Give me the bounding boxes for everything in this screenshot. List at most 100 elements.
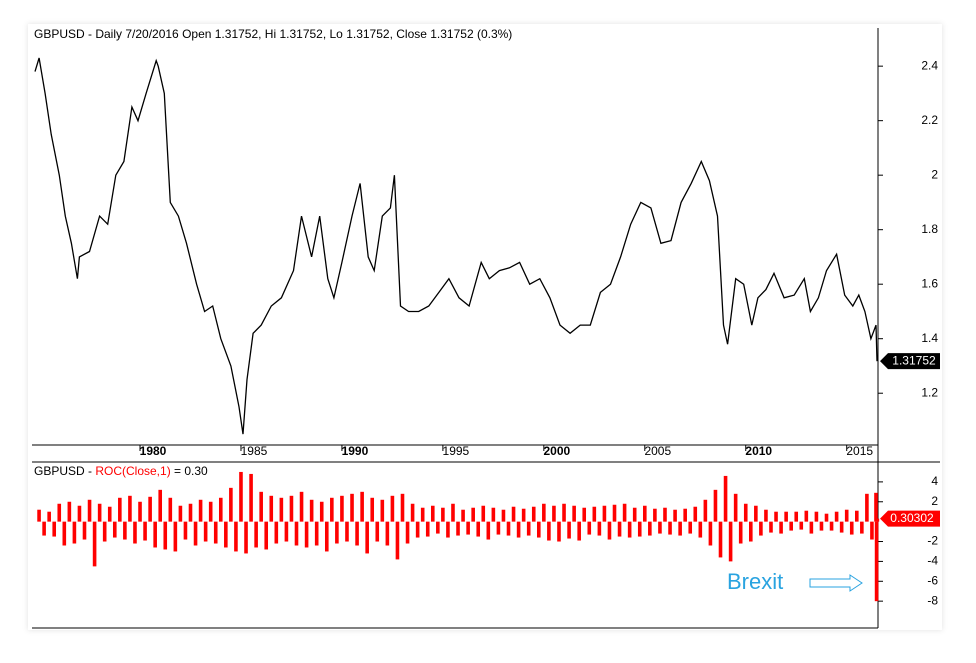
y-tick-label: -6 [927,573,938,587]
roc-bar [637,521,642,537]
roc-bar [239,471,243,522]
roc-bar [249,473,253,522]
roc-bar [153,521,157,548]
roc-bar [531,506,536,522]
roc-bar [82,521,87,540]
roc-bar [526,521,531,536]
roc-bar [461,509,465,522]
roc-bar [183,521,188,540]
roc-bar [829,521,834,531]
roc-bar [138,501,142,522]
roc-bar [642,505,647,522]
x-tick-label: 2010 [745,444,772,458]
roc-bar [335,521,339,544]
roc-bar [874,521,879,602]
roc-bar [511,506,516,522]
roc-bar [314,521,319,546]
roc-bar [304,521,309,548]
roc-bar [743,503,748,522]
roc-bar [168,497,173,522]
roc-bar [218,497,223,522]
roc-bar [430,505,435,522]
roc-bar [875,518,880,522]
roc-bar [294,521,299,546]
y-tick-label: -4 [927,554,938,568]
roc-bar [208,501,213,522]
y-tick-label: 2.4 [921,58,938,72]
roc-bar [713,489,718,522]
roc-bar [279,497,284,522]
roc-bar [794,511,799,522]
x-tick-label: 1990 [342,444,369,458]
x-tick-label: 1995 [443,444,470,458]
roc-bar [799,521,804,530]
roc-bar [774,511,778,522]
roc-bar [738,521,743,544]
roc-bar [839,521,844,533]
roc-bar [370,497,375,522]
roc-bar [355,521,359,546]
roc-bar [42,521,46,536]
roc-bar [254,521,258,548]
roc-bar [345,521,349,542]
roc-bar [678,521,682,536]
chart-title: GBPUSD - Daily 7/20/2016 Open 1.31752, H… [34,27,512,41]
roc-bar [128,495,132,522]
roc-bar [319,501,324,522]
roc-bar [673,509,677,522]
roc-bar [754,505,758,522]
roc-bar [77,505,82,522]
roc-bar [284,521,289,542]
roc-bar [582,507,587,522]
roc-bar [663,507,667,522]
roc-bar [865,493,869,522]
roc-bar [703,499,708,522]
roc-bar [57,503,62,522]
roc-bar [133,521,137,544]
roc-bar [486,521,491,540]
x-tick-label: 2005 [644,444,671,458]
roc-bar [597,521,602,536]
roc-bar [213,521,218,544]
roc-bar [102,521,107,542]
roc-bar [350,493,354,522]
roc-bar [224,521,228,548]
roc-bar [632,507,637,522]
roc-bar [229,487,233,522]
value-tag-label: 0.30302 [890,511,934,525]
roc-bar [723,475,728,522]
y-tick-label: 4 [931,474,938,488]
roc-bar [324,521,329,552]
roc-bar [299,491,304,522]
y-tick-label: 1.8 [921,222,938,236]
roc-bar [380,499,385,522]
roc-bar [375,521,380,542]
roc-bar [814,511,819,522]
value-tag [880,510,940,527]
roc-bar [360,491,364,522]
roc-bar [107,506,112,522]
roc-bar [173,521,178,552]
roc-bar [420,507,425,522]
roc-bar [274,521,279,544]
roc-bar [542,503,546,522]
roc-bar [718,521,723,558]
roc-bar [456,521,460,536]
y-tick-label: -8 [927,593,938,607]
roc-bar [395,521,400,560]
roc-bar [289,495,294,522]
y-tick-label: 1.2 [921,385,938,399]
roc-bar [365,521,369,554]
roc-bar [617,521,622,537]
roc-bar [567,521,571,539]
roc-bar [668,521,672,535]
roc-bar [648,521,652,536]
roc-bar [506,521,511,536]
roc-bar [501,509,506,522]
roc-bar [441,507,445,522]
roc-bar [97,503,102,522]
roc-bar [612,504,617,522]
roc-bar [123,521,127,540]
y-tick-label: 2 [931,494,938,508]
roc-bar [446,521,450,538]
